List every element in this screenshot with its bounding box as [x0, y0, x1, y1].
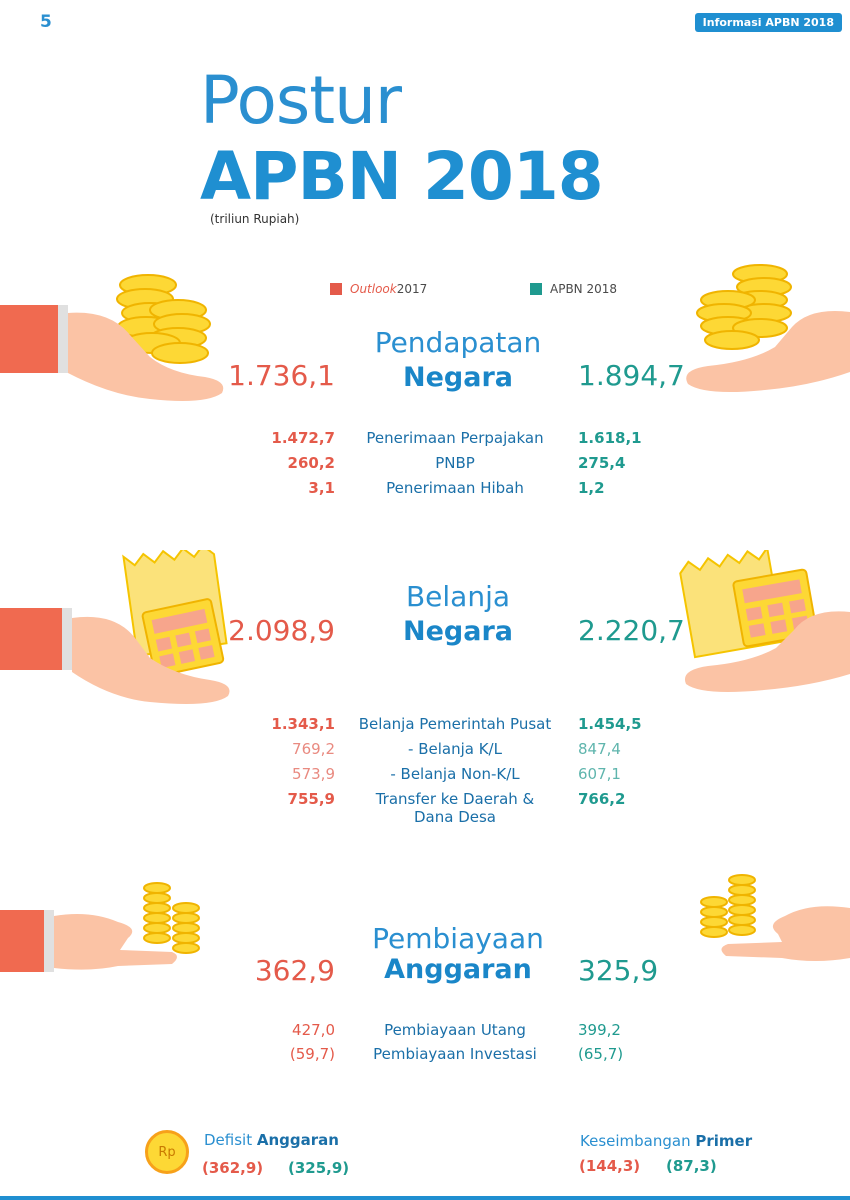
row-label: PNBP [435, 454, 475, 472]
row-apbn-value: 1,2 [578, 479, 605, 497]
hand-pointing-right-icon [700, 874, 850, 961]
keseimbangan-label-light: Keseimbangan [580, 1132, 696, 1150]
row-label: Penerimaan Hibah [386, 479, 524, 497]
row-apbn-value: 847,4 [578, 740, 621, 758]
row-outlook-value: 769,2 [292, 740, 335, 758]
bottom-bar [0, 1196, 850, 1200]
row-outlook-value: 427,0 [292, 1021, 335, 1039]
pembiayaan-title-light: Pembiayaan [372, 922, 544, 955]
legend-apbn: APBN 2018 [530, 282, 617, 296]
row-outlook-value: (59,7) [289, 1045, 335, 1063]
legend-outlook-italic: Outlook [350, 282, 397, 296]
hand-receipt-left-icon [0, 550, 230, 704]
keseimbangan-label-bold: Primer [695, 1132, 753, 1150]
table-row: 260,2 PNBP 275,4 [200, 454, 660, 476]
legend-outlook: Outlook 2017 [330, 282, 427, 296]
page-title-line2: APBN 2018 [200, 138, 604, 215]
row-outlook-value: 260,2 [287, 454, 335, 472]
row-label: Penerimaan Perpajakan [366, 429, 544, 447]
row-apbn-value: (65,7) [578, 1045, 624, 1063]
rupiah-coin-icon: Rp [145, 1130, 189, 1174]
table-row: 573,9 - Belanja Non-K/L 607,1 [200, 765, 660, 787]
row-outlook-value: 573,9 [292, 765, 335, 783]
row-apbn-value: 275,4 [578, 454, 626, 472]
table-row: Dana Desa [200, 808, 660, 830]
pendapatan-title-bold: Negara [403, 362, 513, 393]
pembiayaan-title-bold: Anggaran [384, 954, 532, 985]
row-label: Transfer ke Daerah & [375, 790, 535, 808]
pembiayaan-apbn-total: 325,9 [578, 954, 659, 987]
row-apbn-value: 766,2 [578, 790, 626, 808]
row-outlook-value: 1.343,1 [271, 715, 335, 733]
row-apbn-value: 607,1 [578, 765, 621, 783]
row-label: - Belanja Non-K/L [390, 765, 520, 783]
belanja-outlook-total: 2.098,9 [228, 614, 335, 647]
row-label: Belanja Pemerintah Pusat [358, 715, 552, 733]
row-outlook-value: 755,9 [287, 790, 335, 808]
table-row: 427,0 Pembiayaan Utang 399,2 [200, 1021, 660, 1043]
defisit-outlook-value: (362,9) [202, 1159, 264, 1177]
row-label: - Belanja K/L [408, 740, 502, 758]
legend-apbn-swatch [530, 283, 542, 295]
table-row: 3,1 Penerimaan Hibah 1,2 [200, 479, 660, 501]
belanja-title-light: Belanja [405, 580, 511, 613]
pendapatan-outlook-total: 1.736,1 [228, 359, 335, 392]
row-outlook-value: 1.472,7 [271, 429, 335, 447]
belanja-title-bold: Negara [403, 616, 513, 647]
page-title-line1: Postur [200, 62, 402, 139]
row-label: Pembiayaan Investasi [373, 1045, 537, 1063]
row-outlook-value: 3,1 [308, 479, 335, 497]
row-label-continued: Dana Desa [414, 808, 496, 826]
row-apbn-value: 399,2 [578, 1021, 621, 1039]
keseimbangan-label: Keseimbangan Primer [580, 1132, 752, 1150]
legend-outlook-rest: 2017 [396, 282, 428, 296]
hand-pointing-left-icon [0, 882, 200, 972]
defisit-label-bold: Anggaran [256, 1131, 339, 1149]
row-apbn-value: 1.454,5 [578, 715, 642, 733]
pembiayaan-outlook-total: 362,9 [254, 954, 335, 987]
pendapatan-apbn-total: 1.894,7 [578, 359, 685, 392]
table-row: 1.343,1 Belanja Pemerintah Pusat 1.454,5 [200, 715, 660, 737]
table-row: 1.472,7 Penerimaan Perpajakan 1.618,1 [200, 429, 660, 451]
defisit-label: Defisit Anggaran [204, 1131, 339, 1149]
pendapatan-title-light: Pendapatan [374, 326, 542, 359]
legend-apbn-label: APBN 2018 [550, 282, 618, 296]
table-row: 755,9 Transfer ke Daerah & 766,2 [200, 790, 660, 812]
legend-outlook-swatch [330, 283, 342, 295]
defisit-label-light: Defisit [204, 1131, 257, 1149]
hand-receipt-right-icon [679, 550, 850, 692]
keseimbangan-outlook-value: (144,3) [579, 1157, 641, 1175]
table-row: (59,7) Pembiayaan Investasi (65,7) [200, 1045, 660, 1067]
keseimbangan-apbn-value: (87,3) [666, 1157, 717, 1175]
table-row: 769,2 - Belanja K/L 847,4 [200, 740, 660, 762]
hand-coins-left-icon [0, 274, 224, 401]
header-badge: Informasi APBN 2018 [694, 13, 842, 32]
row-label: Pembiayaan Utang [384, 1021, 526, 1039]
belanja-apbn-total: 2.220,7 [578, 614, 685, 647]
unit-label: (triliun Rupiah) [210, 212, 300, 226]
row-apbn-value: 1.618,1 [578, 429, 642, 447]
hand-coins-right-icon [686, 264, 850, 392]
defisit-apbn-value: (325,9) [288, 1159, 350, 1177]
page-number: 5 [40, 12, 52, 32]
